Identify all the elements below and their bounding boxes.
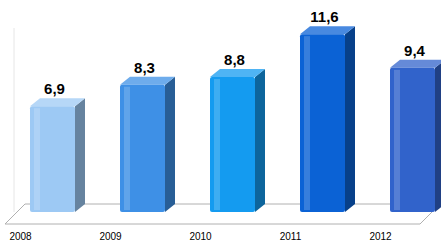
bar [300, 26, 355, 212]
bar-front [300, 34, 345, 212]
data-label: 9,4 [404, 42, 426, 59]
bar-front [390, 68, 435, 212]
bar-top [120, 77, 175, 85]
category-label: 2009 [99, 231, 122, 242]
bar-highlight [214, 79, 220, 210]
bar-front [120, 85, 165, 212]
bar-front [210, 77, 255, 212]
bar-front [30, 106, 75, 212]
bar-side [435, 60, 441, 212]
bar [390, 60, 441, 212]
category-label: 2010 [189, 231, 212, 242]
category-label: 2011 [280, 231, 302, 242]
bar-side [75, 98, 85, 212]
bar-side [165, 77, 175, 212]
bar-highlight [394, 70, 400, 210]
category-label: 2008 [9, 231, 32, 242]
bar [30, 98, 85, 212]
bar-top [300, 26, 355, 34]
bar-top [30, 98, 85, 106]
chart: 6,9 2008 8,3 2009 8,8 2010 11,6 2011 9,4 2012 [0, 0, 441, 249]
bar-side [345, 26, 355, 212]
data-label: 6,9 [44, 80, 65, 97]
data-label: 8,3 [134, 59, 155, 76]
bar-highlight [304, 36, 310, 210]
data-label: 11,6 [310, 8, 338, 25]
bar-side [255, 69, 265, 212]
bar-top [210, 69, 265, 77]
bar [120, 77, 175, 212]
value-axis [14, 28, 15, 212]
category-label: 2012 [369, 231, 392, 242]
bars [30, 26, 441, 212]
labels: 6,9 2008 8,3 2009 8,8 2010 11,6 2011 9,4 2012 [9, 8, 425, 242]
bar-highlight [34, 108, 40, 210]
bar [210, 69, 265, 212]
data-label: 8,8 [224, 51, 245, 68]
bar-highlight [124, 87, 130, 210]
bar-top [390, 60, 441, 68]
